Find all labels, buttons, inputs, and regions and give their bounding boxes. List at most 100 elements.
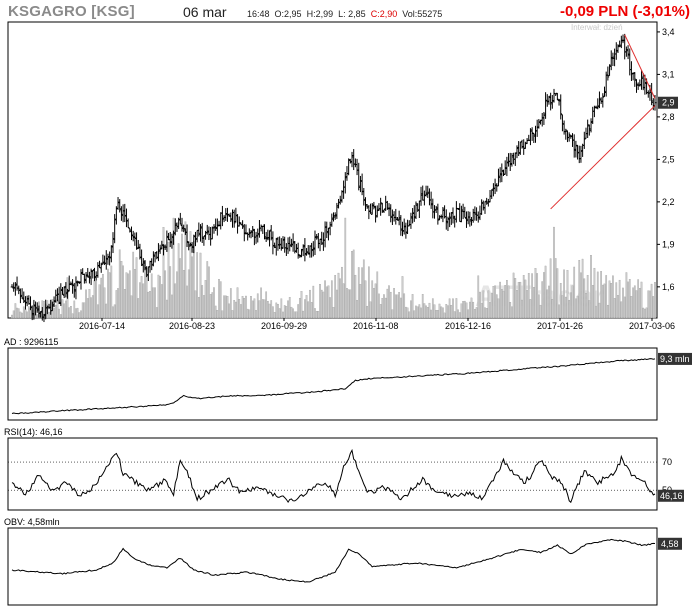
volume-bar [160,284,163,319]
volume-bar [558,304,560,319]
volume-bar [54,304,57,319]
volume-bar [312,285,315,319]
volume-bar [440,306,443,319]
volume-bar [539,304,542,319]
volume-bar [310,302,313,319]
volume-bar [273,312,276,319]
volume-bar [608,280,611,319]
volume-bar [325,286,328,319]
volume-bar [115,290,118,319]
obv-last-value-label: 4,58 [661,539,679,549]
volume-bar [298,297,301,319]
volume-bar [447,305,449,319]
volume-bar [544,265,547,319]
volume-bar [123,289,126,319]
volume-bar [140,276,143,319]
volume-bar [554,258,557,319]
volume-bar [398,292,400,319]
volume-bar [479,291,481,319]
rsi-last-value-box [658,489,684,502]
volume-bar [618,279,621,319]
volume-bar [268,303,271,319]
volume-bar [531,273,533,319]
volume-bar [522,275,525,319]
quote-low: L: 2,85 [338,9,366,19]
price-y-tick-label: 2,8 [662,112,675,122]
volume-bar [320,289,323,319]
volume-bar [431,298,434,319]
volume-bar [623,296,626,319]
volume-bar [191,256,193,319]
ticker-title: KSGAGRO [KSG] [8,3,135,20]
volume-bar [208,266,210,319]
volume-bar [571,285,574,319]
volume-bar [108,272,111,319]
rsi-line [11,448,656,504]
volume-bar [538,294,540,319]
volume-bar [438,303,441,319]
volume-bar [541,281,544,319]
volume-bar [411,294,414,319]
volume-bar [206,261,209,319]
volume-bar [433,304,436,319]
volume-bar [295,311,298,319]
volume-bar [293,311,296,319]
volume-bar [219,281,222,319]
volume-bar [346,288,348,319]
volume-bar [448,298,451,319]
volume-bar [221,310,224,319]
price-panel-frame [7,21,658,319]
volume-bar [576,295,579,319]
volume-bar [113,304,116,319]
volume-bar [209,293,212,319]
price-x-tick-label: 2017-03-06 [629,321,675,331]
volume-bar [500,289,503,319]
volume-bar [36,314,39,319]
volume-bar [573,266,576,319]
price-y-tick-label: 1,9 [662,239,675,249]
volume-bar [251,300,254,319]
volume-bar [369,301,372,319]
ad-title: AD : 9296115 [4,337,59,347]
volume-bar [243,298,246,319]
volume-bar [260,287,262,319]
volume-bar [484,307,486,319]
volume-bar [103,287,106,319]
volume-bar [228,303,230,319]
volume-bar [277,303,279,319]
volume-bar [511,306,513,319]
volume-bar [319,284,321,319]
volume-bar [26,311,28,319]
volume-bar [261,299,264,319]
volume-bar [639,288,641,319]
volume-bar [389,291,392,319]
volume-bar [504,285,507,319]
volume-bar [267,301,269,319]
volume-bar [181,233,183,319]
volume-bar [588,299,591,319]
volume-bar [216,309,219,319]
volume-bar [85,289,87,319]
volume-bar [575,298,577,319]
volume-bar [80,310,82,319]
volume-bar [361,267,363,319]
volume-bar [172,217,175,319]
volume-bar [139,282,141,319]
volume-bar [130,295,133,319]
volume-bar [300,291,303,319]
volume-bar [615,282,618,319]
volume-bar [53,307,55,319]
volume-bar [352,249,355,319]
volume-bar [263,299,266,319]
volume-bar [620,301,623,319]
volume-bar [351,251,353,319]
volume-bar [177,243,180,319]
volume-bar [182,270,185,319]
volume-bar [595,305,597,319]
volume-bar [649,290,651,319]
volume-bar [347,289,350,319]
volume-bar [482,290,485,319]
volume-bar [506,279,508,319]
volume-bar [48,311,50,319]
volume-bar [647,290,650,319]
